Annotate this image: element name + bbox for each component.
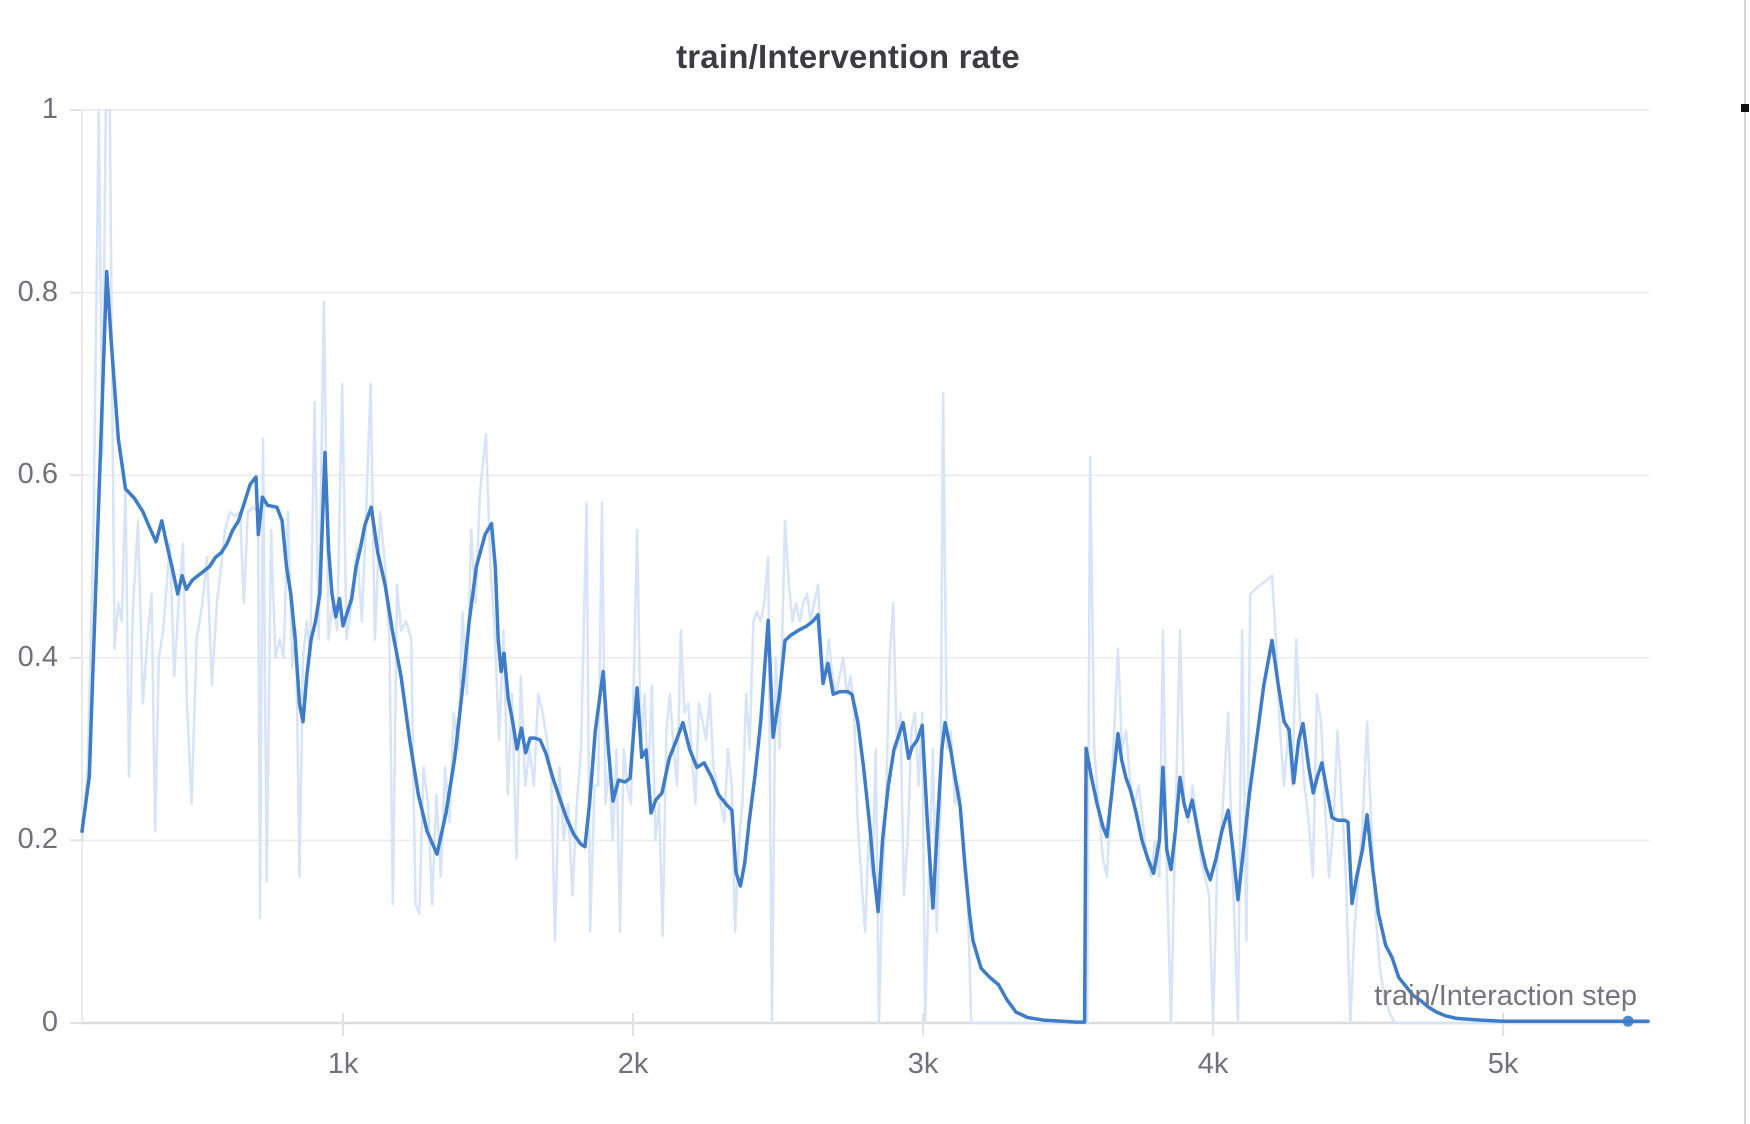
- x-tick-label: 2k: [617, 1048, 649, 1080]
- y-tick-label: 0.2: [17, 823, 58, 856]
- y-tick-label: 0.8: [17, 275, 58, 308]
- raw-series-line: [80, 108, 1630, 1025]
- smoothed-series-line: [80, 269, 1650, 1024]
- y-tick-label: 0.6: [17, 458, 58, 491]
- x-tick-label: 5k: [1487, 1048, 1519, 1080]
- scrollbar-thumb[interactable]: [1741, 104, 1749, 112]
- endpoint-marker: [1622, 1015, 1634, 1027]
- x-tick-label: 4k: [1197, 1048, 1229, 1080]
- chart-title: train/Intervention rate: [676, 38, 1020, 75]
- x-tick-label: 3k: [907, 1048, 939, 1080]
- x-axis-label: train/Interaction step: [1374, 980, 1637, 1012]
- x-tick-label: 1k: [327, 1048, 359, 1080]
- panel-border: [1744, 0, 1746, 1124]
- y-tick-label: 0: [41, 1006, 58, 1038]
- y-tick-label: 0.4: [17, 640, 58, 673]
- y-tick-label: 1: [41, 93, 58, 125]
